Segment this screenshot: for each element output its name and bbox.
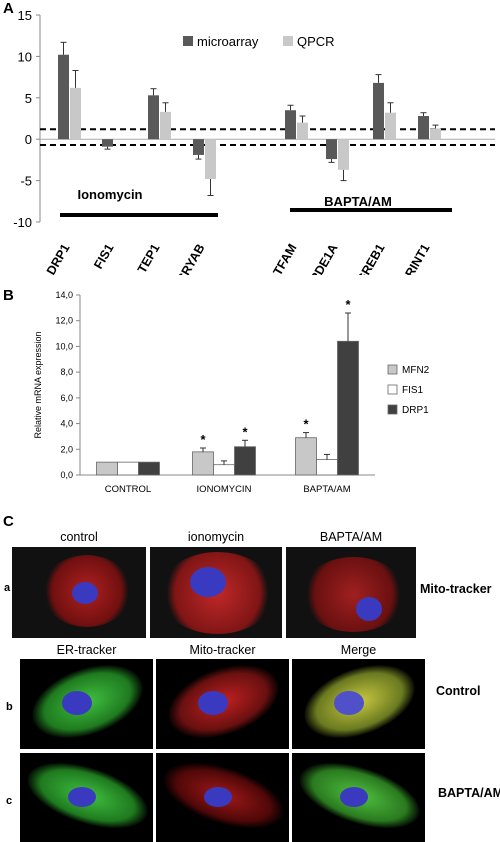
legend-swatch-mfn2 (387, 364, 398, 375)
y-tick-label-b: 6,0 (60, 393, 73, 403)
bar-microarray (285, 110, 296, 140)
image-mito-tracker-bapta (156, 753, 289, 842)
legend-label-drp1: DRP1 (402, 405, 429, 416)
bar-qpcr (160, 111, 171, 140)
bar-microarray (193, 139, 204, 155)
x-tick-label-b: BAPTA/AM (303, 484, 350, 495)
bar-microarray (418, 116, 429, 140)
title-control: control (60, 530, 98, 544)
legend-swatch-drp1 (387, 404, 398, 415)
bar-mfn2 (96, 461, 118, 476)
bar-fis1 (213, 464, 235, 476)
bar-qpcr (385, 112, 396, 140)
panel-label-b: B (3, 287, 14, 304)
x-tick-label-a: DRP1 (44, 241, 73, 275)
bar-microarray (58, 54, 69, 140)
bar-qpcr (297, 122, 308, 140)
y-axis-title-b: Relative mRNA expression (33, 331, 43, 438)
side-label-control: Control (436, 684, 481, 698)
image-ionomycin-mito: ionomycin (150, 530, 282, 638)
x-tick-label-b: IONOMYCIN (197, 484, 252, 495)
legend-swatch-fis1 (387, 384, 398, 395)
y-tick-label-a: 15 (18, 8, 32, 23)
side-label-bapta: BAPTA/AM (438, 786, 500, 800)
title-er-tracker: ER-tracker (56, 643, 117, 657)
group-bar-ionomycin (60, 213, 218, 217)
group-label-ionomycin: Ionomycin (77, 187, 142, 202)
image-bapta-mito: BAPTA/AM (286, 530, 416, 638)
y-tick-label-b: 2,0 (60, 444, 73, 454)
bar-drp1 (138, 461, 160, 476)
row-label-b: b (6, 701, 13, 713)
x-tick-label-a: RINT1 (402, 241, 432, 275)
bar-microarray (102, 139, 113, 147)
legend-label-fis1: FIS1 (402, 385, 424, 396)
legend-swatch-qpcr (283, 36, 293, 46)
title-merge: Merge (340, 643, 377, 657)
image-er-tracker-bapta (20, 753, 153, 842)
bar-microarray (373, 82, 384, 140)
bar-fis1 (117, 461, 139, 476)
image-merge-control: Merge (292, 643, 425, 749)
bar-drp1 (234, 446, 256, 476)
image-merge-bapta (292, 753, 425, 842)
row-label-c: c (6, 795, 13, 807)
bar-microarray (148, 95, 159, 140)
row-label-a: a (4, 582, 11, 594)
y-tick-label-b: 8,0 (60, 367, 73, 377)
bar-mfn2 (295, 437, 317, 476)
title-ionomycin: ionomycin (187, 530, 245, 544)
bar-fis1 (316, 459, 338, 476)
bar-qpcr (70, 87, 81, 140)
y-tick-label-b: 0,0 (60, 470, 73, 480)
bar-drp1 (337, 340, 359, 476)
significance-marker: * (242, 424, 248, 439)
x-tick-label-a: FIS1 (91, 241, 116, 271)
y-tick-label-b: 10,0 (55, 341, 73, 351)
significance-marker: * (345, 297, 351, 312)
bar-qpcr (205, 139, 216, 179)
title-bapta: BAPTA/AM (319, 530, 383, 544)
x-tick-label-b: CONTROL (105, 484, 151, 495)
y-tick-label-a: -10 (13, 215, 32, 230)
title-mito-tracker: Mito-tracker (189, 643, 256, 657)
legend-label-mfn2: MFN2 (402, 365, 430, 376)
y-tick-label-b: 12,0 (55, 316, 73, 326)
y-tick-label-b: 4,0 (60, 419, 73, 429)
legend-swatch-microarray (183, 36, 193, 46)
x-tick-label-a: GREB1 (354, 241, 388, 275)
y-tick-label-b: 14,0 (55, 290, 73, 300)
image-er-tracker-control: ER-tracker (20, 643, 153, 749)
legend-label-qpcr: QPCR (297, 34, 335, 49)
panel-label-a: A (3, 0, 14, 17)
image-mito-tracker-control: Mito-tracker (156, 643, 289, 749)
x-tick-label-a: TFAM (270, 242, 299, 276)
y-tick-label-a: -5 (20, 174, 32, 189)
bar-qpcr (338, 139, 349, 170)
bar-microarray (326, 139, 337, 160)
image-control-mito: control (12, 530, 146, 638)
panel-label-c: C (3, 513, 14, 530)
y-tick-label-a: 0 (25, 132, 32, 147)
significance-marker: * (303, 417, 309, 432)
significance-marker: * (200, 432, 206, 447)
x-tick-label-a: TEP1 (135, 241, 163, 275)
bar-mfn2 (192, 451, 214, 476)
y-tick-label-a: 10 (18, 49, 32, 64)
x-tick-label-a: CRYAB (174, 242, 208, 276)
chart-b: 0,0 2,0 4,0 6,0 8,0 10,0 12,0 14,0 Relative mRNA… (33, 290, 430, 495)
side-label-mito-tracker: Mito-tracker (420, 582, 492, 596)
y-tick-label-a: 5 (25, 91, 32, 106)
group-label-bapta: BAPTA/AM (324, 194, 392, 209)
legend-label-microarray: microarray (197, 34, 259, 49)
group-bar-bapta (290, 208, 452, 212)
bar-qpcr (430, 128, 441, 140)
x-tick-label-a: PDE1A (308, 242, 341, 276)
chart-a: 15 10 5 0 -5 -10 DRP1 FIS1 TEP1 CRYAB TFAM PDE1A GRE… (13, 8, 495, 276)
